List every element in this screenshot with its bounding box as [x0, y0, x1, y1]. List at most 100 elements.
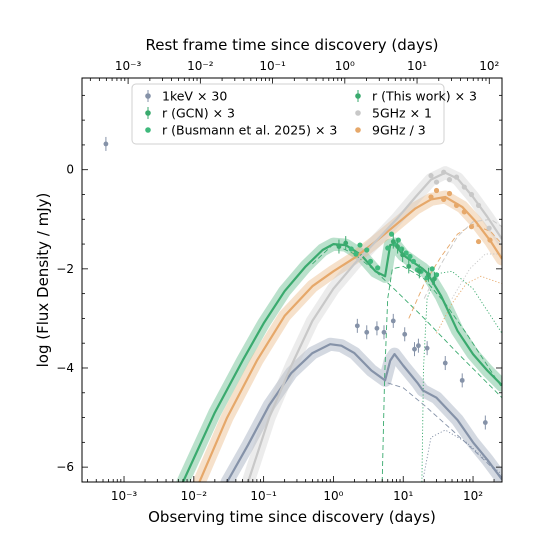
legend-label-left-1: r (GCN) × 3 [162, 106, 235, 121]
data-point-4-5 [461, 184, 467, 190]
y-tick-label: −4 [56, 361, 74, 375]
data-point-5-3 [446, 190, 453, 197]
data-point-3-6 [432, 276, 437, 282]
component-curve-1 [421, 270, 502, 482]
data-point-1-1 [343, 240, 349, 246]
component-curve-6 [436, 275, 502, 334]
data-point-2-4 [367, 258, 374, 265]
legend-dot-left-0 [145, 93, 151, 99]
data-point-0-9 [424, 345, 430, 351]
data-point-4-3 [446, 177, 453, 183]
legend-label-right-2: 9GHz / 3 [372, 123, 426, 138]
data-point-0-6 [402, 331, 408, 337]
y-tick-label: 0 [66, 163, 74, 177]
data-point-5-4 [453, 202, 460, 208]
data-point-5-8 [487, 237, 493, 243]
top-x-tick-label: 10⁰ [335, 59, 355, 73]
top-x-tick-label: 10¹ [407, 59, 427, 73]
model-curves [181, 171, 502, 482]
data-point-4-2 [441, 169, 447, 175]
top-x-tick-label: 10² [479, 59, 499, 73]
data-point-0-5 [390, 318, 396, 324]
data-point-3-2 [400, 252, 406, 258]
plot-frame [81, 77, 503, 483]
data-point-0-0 [103, 141, 109, 147]
data-point-0-8 [416, 343, 421, 349]
model-line-3 [247, 171, 502, 482]
legend-box [131, 83, 445, 145]
legend: 1keV × 30 r (GCN) × 3 r (Busmann et al. 20… [131, 83, 477, 145]
component-curve-7 [423, 218, 502, 299]
data-point-5-5 [461, 209, 467, 215]
data-point-2-13 [410, 258, 417, 265]
x-tick-label: 10⁻³ [111, 489, 138, 503]
data-point-5-6 [468, 224, 475, 230]
data-point-2-0 [348, 246, 354, 252]
data-point-5-1 [433, 187, 440, 194]
x-axis-label: Observing time since discovery (days) [148, 508, 436, 526]
data-point-3-3 [406, 263, 412, 269]
data-point-5-7 [475, 238, 482, 245]
data-point-0-2 [364, 329, 370, 335]
data-point-3-5 [426, 272, 431, 278]
x-tick-label: 10⁰ [323, 489, 343, 503]
top-x-axis-label: Rest frame time since discovery (days) [145, 36, 438, 54]
top-x-tick-label: 10⁻³ [115, 59, 142, 73]
legend-dot-right-1 [355, 110, 361, 116]
legend-label-right-1: 5GHz × 1 [372, 106, 432, 121]
data-point-2-3 [364, 247, 370, 253]
data-point-4-7 [475, 202, 482, 208]
x-tick-label: 10¹ [393, 489, 413, 503]
legend-dot-left-1 [145, 110, 151, 116]
data-point-2-5 [375, 265, 381, 271]
tick-labels: 10⁻³ 10⁻² 10⁻¹ 10⁰ 10¹ 10² 10⁻³ 10⁻² 10⁻¹ 10⁰ 10¹ 1… [56, 59, 499, 503]
component-curve-5 [408, 223, 502, 319]
data-point-5-0 [428, 194, 434, 200]
data-point-2-9 [395, 237, 401, 243]
data-point-3-0 [390, 239, 396, 244]
y-tick-label: −2 [56, 262, 74, 276]
y-tick-label: −6 [56, 460, 74, 474]
data-point-2-6 [385, 245, 391, 251]
data-point-0-11 [459, 377, 465, 383]
data-point-4-1 [433, 179, 440, 185]
data-point-5-2 [441, 196, 447, 203]
data-point-0-1 [354, 323, 360, 329]
x-tick-label: 10⁻² [181, 489, 208, 503]
data-point-0-3 [374, 325, 380, 331]
data-point-2-17 [429, 266, 435, 272]
data-point-4-0 [428, 173, 434, 179]
component-curve-0 [381, 265, 502, 482]
component-curve-8 [451, 253, 502, 299]
data-point-2-12 [407, 253, 413, 260]
legend-label-left-0: 1keV × 30 [162, 89, 227, 104]
axis-ticks [82, 78, 502, 482]
model-line-2 [198, 195, 502, 482]
legend-dot-left-2 [145, 127, 151, 133]
data-point-2-1 [353, 251, 359, 257]
data-point-4-6 [468, 191, 475, 198]
component-curve-3 [387, 382, 502, 478]
data-point-3-4 [416, 268, 422, 274]
legend-dot-right-2 [355, 127, 361, 133]
data-point-0-10 [442, 360, 448, 366]
component-curve-4 [423, 429, 502, 478]
data-point-0-4 [381, 329, 387, 335]
legend-label-right-0: r (This work) × 3 [372, 89, 477, 104]
data-point-0-12 [482, 420, 488, 425]
x-tick-label: 10⁻¹ [250, 489, 277, 503]
data-point-4-8 [486, 225, 492, 231]
data-point-1-0 [336, 244, 342, 249]
model-bands [176, 166, 502, 482]
top-x-tick-label: 10⁻² [187, 59, 214, 73]
x-tick-label: 10² [463, 489, 483, 503]
legend-label-left-2: r (Busmann et al. 2025) × 3 [162, 123, 337, 138]
data-point-2-2 [357, 242, 363, 248]
data-point-2-18 [433, 272, 440, 278]
top-x-tick-label: 10⁻¹ [259, 59, 286, 73]
data-points [103, 136, 493, 430]
data-point-3-1 [395, 244, 400, 249]
y-axis-label: log (Flux Density / mJy) [34, 193, 52, 368]
legend-dot-right-0 [355, 93, 361, 99]
